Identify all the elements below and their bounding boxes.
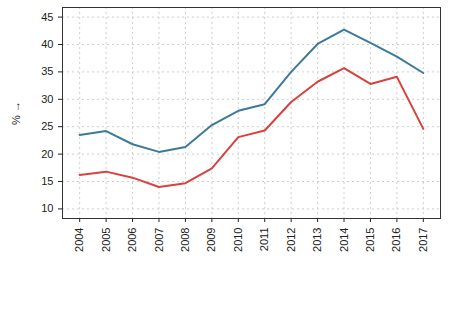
svg-text:2004: 2004: [73, 228, 85, 252]
svg-text:% →: % →: [10, 101, 22, 125]
svg-text:2012: 2012: [285, 228, 297, 252]
svg-text:2014: 2014: [338, 228, 350, 252]
svg-text:2009: 2009: [205, 228, 217, 252]
svg-text:2007: 2007: [153, 228, 165, 252]
svg-text:25: 25: [41, 120, 53, 132]
svg-text:2015: 2015: [364, 228, 376, 252]
svg-text:2013: 2013: [311, 228, 323, 252]
svg-text:2016: 2016: [390, 228, 402, 252]
svg-text:2017: 2017: [417, 228, 429, 252]
svg-text:2008: 2008: [179, 228, 191, 252]
svg-text:15: 15: [41, 175, 53, 187]
svg-text:2010: 2010: [232, 228, 244, 252]
svg-text:2005: 2005: [100, 228, 112, 252]
svg-text:35: 35: [41, 65, 53, 77]
svg-text:40: 40: [41, 38, 53, 50]
svg-text:2011: 2011: [258, 228, 270, 252]
svg-text:45: 45: [41, 11, 53, 23]
svg-text:2006: 2006: [126, 228, 138, 252]
svg-text:10: 10: [41, 202, 53, 214]
svg-text:30: 30: [41, 93, 53, 105]
svg-text:20: 20: [41, 148, 53, 160]
